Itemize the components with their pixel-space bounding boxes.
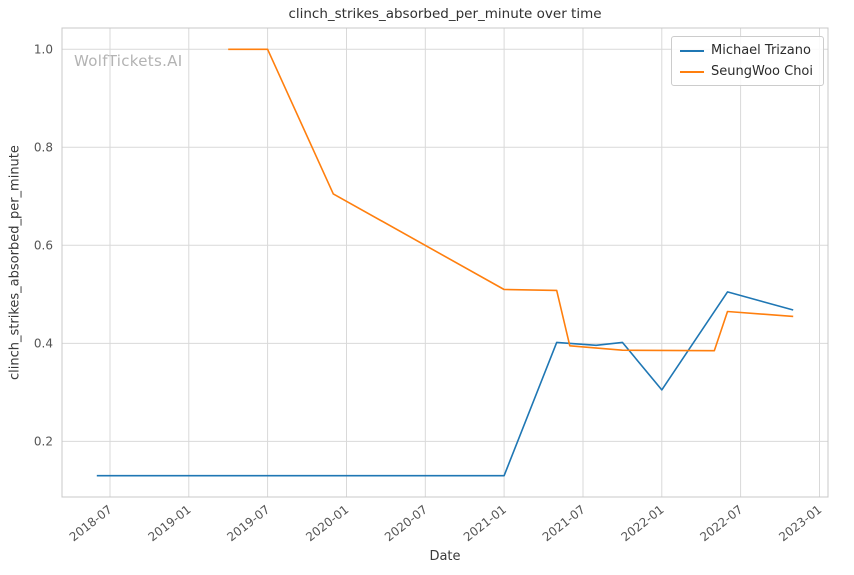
legend-item-seungwoo-choi: SeungWoo Choi: [680, 64, 813, 79]
y-tick-label: 1.0: [34, 42, 53, 56]
x-tick-label: 2018-07: [67, 502, 115, 544]
x-tick-label: 2022-01: [619, 502, 667, 544]
x-tick-label: 2020-07: [382, 502, 430, 544]
legend-item-michael-trizano: Michael Trizano: [680, 43, 813, 58]
y-tick-label: 0.8: [34, 140, 53, 154]
legend-line-sample: [680, 70, 704, 73]
x-tick-label: 2023-01: [776, 502, 824, 544]
series-line-seungwoo-choi: [228, 48, 794, 352]
x-tick-label: 2021-01: [461, 502, 509, 544]
series-line-michael-trizano: [96, 291, 794, 477]
y-tick-label: 0.4: [34, 336, 53, 350]
x-tick-label: 2021-07: [540, 502, 588, 544]
legend-label: Michael Trizano: [711, 43, 811, 58]
watermark: WolfTickets.AI: [74, 52, 183, 70]
x-tick-label: 2019-01: [146, 502, 194, 544]
x-tick-label: 2020-01: [303, 502, 351, 544]
y-tick-label: 0.6: [34, 238, 53, 252]
x-tick-label: 2019-07: [224, 502, 272, 544]
legend-label: SeungWoo Choi: [711, 64, 813, 79]
chart-title: clinch_strikes_absorbed_per_minute over …: [288, 6, 602, 22]
x-axis-label: Date: [429, 549, 461, 564]
x-tick-label: 2022-07: [697, 502, 745, 544]
legend-line-sample: [680, 49, 704, 52]
legend: Michael Trizano SeungWoo Choi: [671, 36, 824, 86]
plot-frame: [61, 27, 829, 498]
y-tick-label: 0.2: [34, 434, 53, 448]
